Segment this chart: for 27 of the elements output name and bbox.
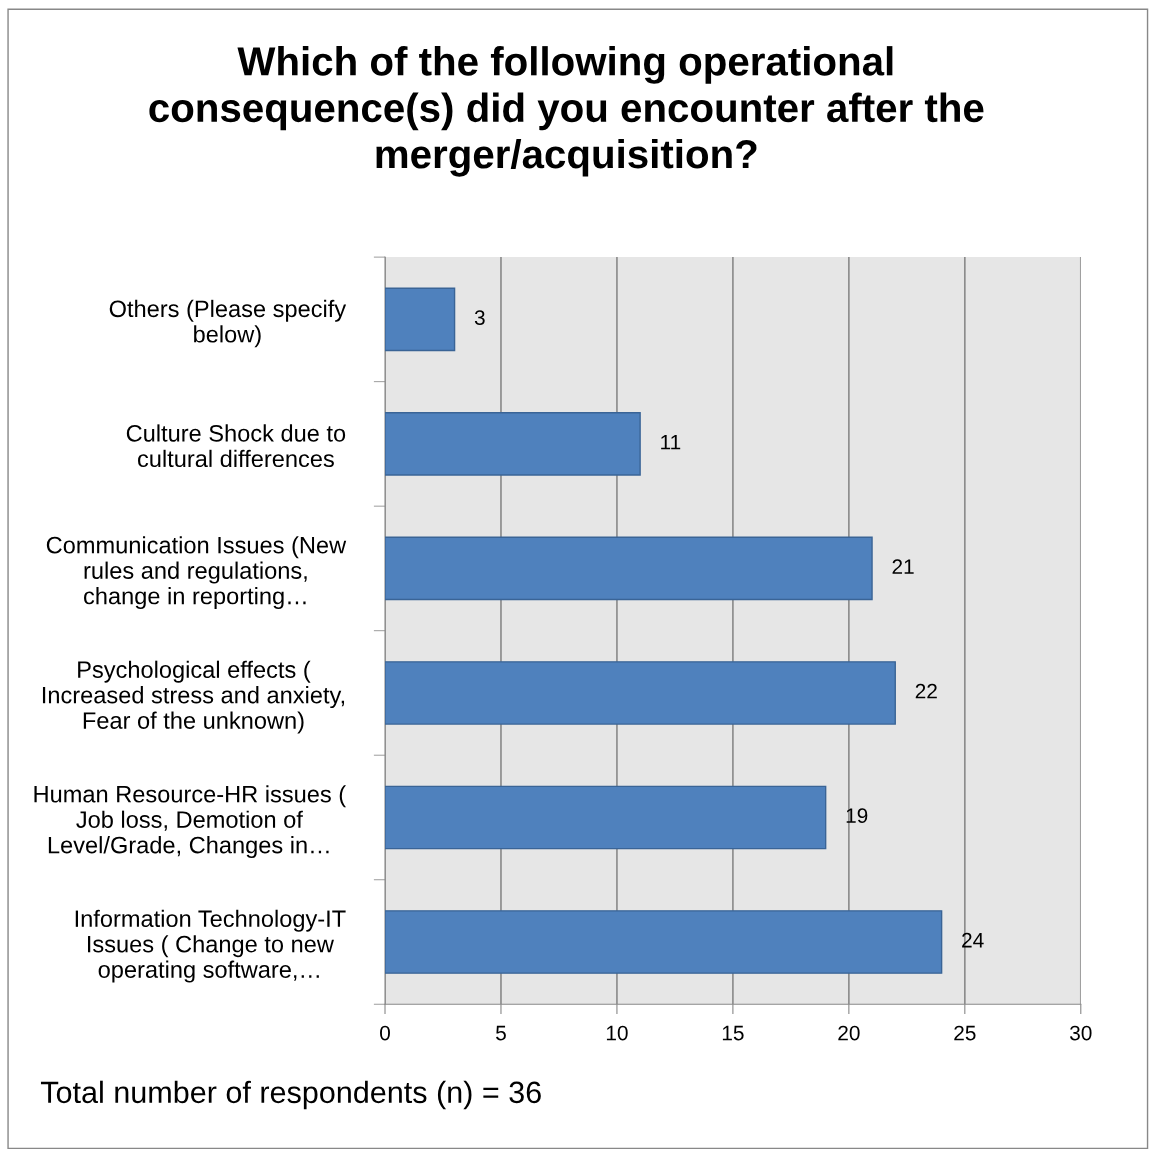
x-tick-label: 30 — [1070, 1025, 1092, 1041]
data-label: 11 — [661, 434, 681, 450]
y-tick-label: Others (Please specify below) — [109, 299, 347, 348]
data-label: 3 — [474, 310, 485, 325]
y-tick-label: Psychological effects ( Increased stress and anxiety, Fear of the unknown) — [42, 660, 345, 734]
bar — [385, 536, 873, 601]
x-tick-label: 10 — [606, 1025, 628, 1041]
data-label: 24 — [962, 932, 984, 948]
x-tick-label: 20 — [838, 1025, 860, 1041]
bar — [385, 412, 641, 476]
text: Total number of respondents (n) = 36 — [40, 1080, 541, 1110]
bar — [385, 785, 827, 850]
data-label: 19 — [846, 808, 868, 824]
bar — [385, 287, 456, 352]
data-label: 22 — [915, 683, 937, 699]
data-label: 21 — [892, 559, 914, 574]
chart-title: Which of the following operational consequence(s) did you encounter after the merger/acquisition? — [149, 46, 984, 177]
x-tick-label: 0 — [380, 1025, 390, 1041]
bar — [385, 661, 896, 725]
y-tick-label: Culture Shock due to cultural differences — [126, 424, 346, 468]
y-tick-label: Human Resource-HR issues ( Job loss, Demotion of Level/Grade, Changes in… — [34, 785, 346, 859]
x-tick-label: 25 — [954, 1025, 976, 1041]
y-tick-label: Information Technology-IT Issues ( Change to new operating software,… — [75, 909, 346, 983]
x-tick-label: 15 — [722, 1025, 744, 1041]
x-tick-label: 5 — [496, 1025, 506, 1041]
bar — [385, 910, 943, 974]
y-tick-label: Communication Issues (New rules and regulations, change in reporting… — [46, 536, 347, 610]
